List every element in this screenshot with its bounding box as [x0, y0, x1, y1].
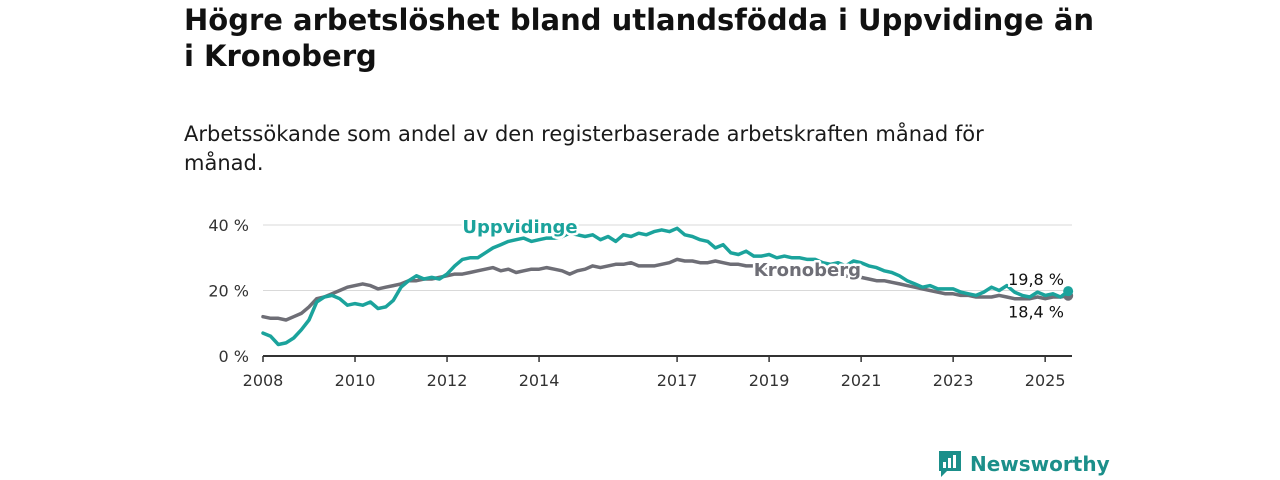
series-line-kronoberg — [261, 257, 1070, 322]
y-tick-label: 0 % — [219, 347, 249, 366]
x-tick-label: 2014 — [519, 371, 560, 390]
end-value-label-kronoberg: 18,4 % — [1008, 303, 1064, 322]
x-tick-label: 2012 — [427, 371, 468, 390]
x-tick-label: 2008 — [243, 371, 284, 390]
x-tick-label: 2010 — [335, 371, 376, 390]
brand-name: Newsworthy — [970, 452, 1110, 476]
brand-logo: Newsworthy — [937, 448, 1110, 480]
series-label-kronoberg: Kronoberg — [754, 260, 861, 281]
gridlines — [263, 224, 1072, 291]
x-tick-label: 2019 — [749, 371, 790, 390]
series-lines — [261, 226, 1074, 347]
x-tick-label: 2017 — [657, 371, 698, 390]
end-point-uppvidinge — [1063, 286, 1074, 297]
line-chart: 0 % 20 % 40 % 2008 2010 2012 2014 2017 2019 2021 2… — [208, 215, 1074, 390]
x-tick-label: 2021 — [841, 371, 882, 390]
axes: 0 % 20 % 40 % 2008 2010 2012 2014 2017 2019 2021 2… — [208, 216, 1072, 390]
labels: Uppvidinge Kronoberg 19,8 % 18,4 % — [460, 215, 1066, 324]
end-value-label-uppvidinge: 19,8 % — [1008, 270, 1064, 289]
series-line-uppvidinge — [261, 226, 1070, 347]
x-tick-label: 2023 — [933, 371, 974, 390]
chart-title: Högre arbetslöshet bland utlandsfödda i … — [184, 3, 1095, 73]
y-tick-label: 40 % — [208, 216, 249, 235]
series-label-uppvidinge: Uppvidinge — [462, 217, 577, 238]
y-tick-label: 20 % — [208, 282, 249, 301]
chart-subtitle: Arbetssökande som andel av den registerb… — [184, 122, 984, 175]
newsworthy-logo-icon — [939, 451, 961, 477]
x-tick-label: 2025 — [1025, 371, 1066, 390]
